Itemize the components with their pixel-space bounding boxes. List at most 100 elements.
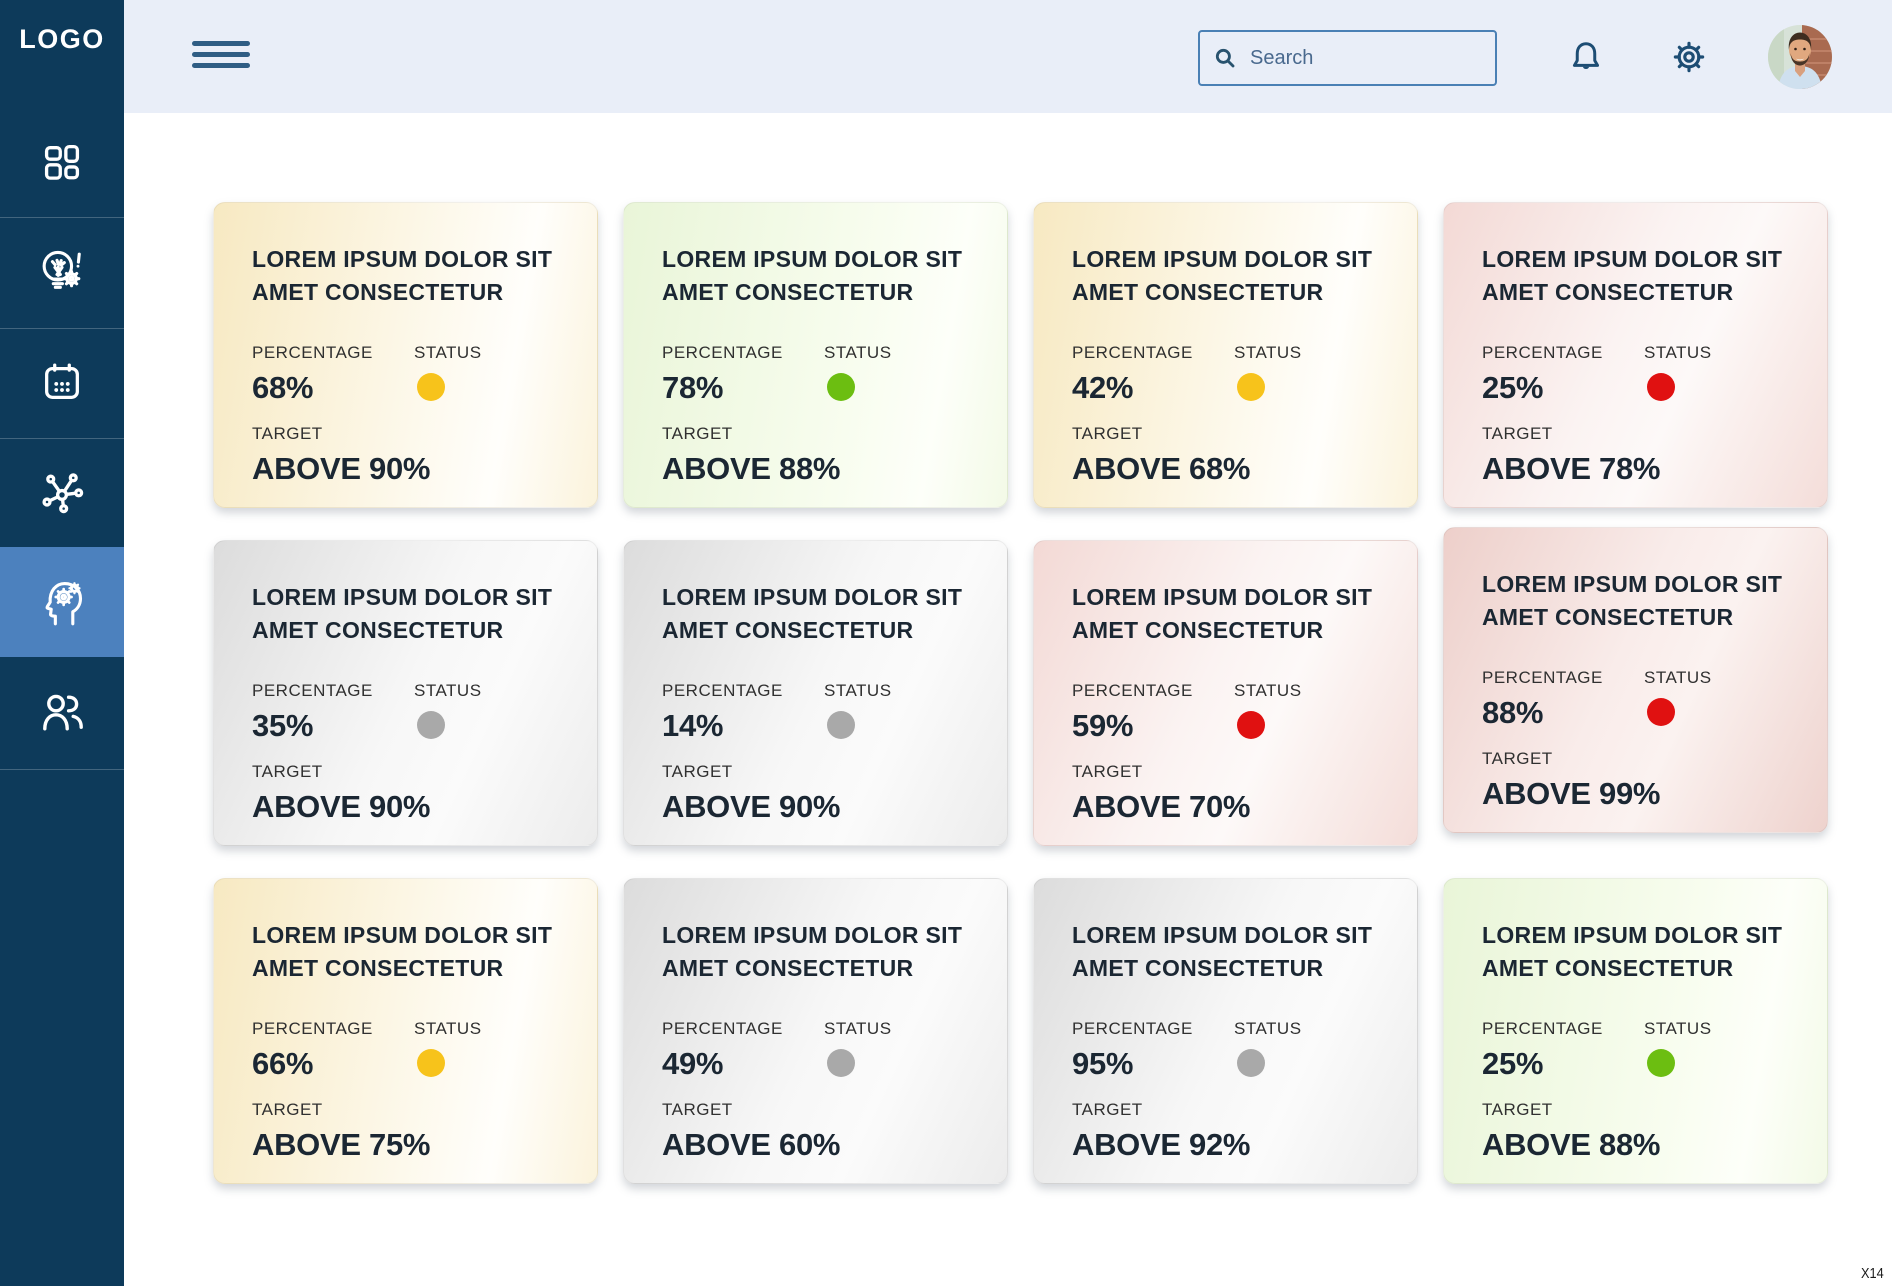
status-dot	[417, 711, 445, 739]
target-value: ABOVE 88%	[662, 451, 841, 486]
card-metrics: PERCENTAGE 68% STATUS	[252, 343, 569, 406]
percentage-label: PERCENTAGE	[662, 343, 783, 362]
cards-grid: LOREM IPSUM DOLOR SIT AMET CONSECTETUR P…	[213, 202, 1828, 1184]
sidebar-divider	[0, 769, 124, 770]
target-label: TARGET	[1072, 424, 1143, 443]
card-target: TARGET ABOVE 60%	[662, 1100, 979, 1163]
target-label: TARGET	[252, 1100, 323, 1119]
dashboard-grid-icon	[44, 144, 80, 180]
card-target: TARGET ABOVE 90%	[662, 762, 979, 825]
status-label: STATUS	[1234, 343, 1302, 362]
percentage-value: 68%	[252, 370, 314, 405]
lightbulb-gear-icon	[42, 250, 81, 289]
target-value: ABOVE 92%	[1072, 1127, 1251, 1162]
card-title: LOREM IPSUM DOLOR SIT AMET CONSECTETUR	[662, 584, 963, 643]
target-value: ABOVE 90%	[252, 451, 431, 486]
kpi-card: LOREM IPSUM DOLOR SIT AMET CONSECTETUR P…	[1033, 540, 1418, 846]
percentage-value: 49%	[662, 1046, 724, 1081]
percentage-label: PERCENTAGE	[1072, 681, 1193, 700]
percentage-value: 25%	[1482, 1046, 1544, 1081]
sidebar-item-dashboard[interactable]	[0, 107, 124, 217]
card-target: TARGET ABOVE 70%	[1072, 762, 1389, 825]
kpi-card: LOREM IPSUM DOLOR SIT AMET CONSECTETUR P…	[1033, 202, 1418, 508]
target-value: ABOVE 78%	[1482, 451, 1661, 486]
status-dot	[1647, 373, 1675, 401]
status-dot	[827, 711, 855, 739]
card-metrics: PERCENTAGE 95% STATUS	[1072, 1019, 1389, 1082]
sidebar-item-mind[interactable]	[0, 547, 124, 657]
bell-icon[interactable]	[1565, 36, 1607, 78]
status-label: STATUS	[414, 681, 482, 700]
percentage-value: 42%	[1072, 370, 1134, 405]
card-metrics: PERCENTAGE 59% STATUS	[1072, 681, 1389, 744]
user-avatar[interactable]	[1768, 25, 1832, 89]
status-dot	[417, 373, 445, 401]
status-label: STATUS	[1644, 343, 1712, 362]
target-value: ABOVE 88%	[1482, 1127, 1661, 1162]
kpi-card: LOREM IPSUM DOLOR SIT AMET CONSECTETUR P…	[213, 878, 598, 1184]
sidebar-item-calendar[interactable]	[0, 327, 124, 437]
sidebar-nav	[0, 107, 124, 767]
percentage-label: PERCENTAGE	[1482, 668, 1603, 687]
card-metrics: PERCENTAGE 35% STATUS	[252, 681, 569, 744]
calendar-icon	[45, 363, 79, 399]
status-label: STATUS	[1234, 681, 1302, 700]
card-metrics: PERCENTAGE 49% STATUS	[662, 1019, 979, 1082]
status-label: STATUS	[824, 343, 892, 362]
kpi-card: LOREM IPSUM DOLOR SIT AMET CONSECTETUR P…	[213, 202, 598, 508]
target-value: ABOVE 70%	[1072, 789, 1251, 824]
percentage-value: 35%	[252, 708, 314, 743]
card-target: TARGET ABOVE 88%	[662, 424, 979, 487]
card-title: LOREM IPSUM DOLOR SIT AMET CONSECTETUR	[252, 584, 553, 643]
card-title: LOREM IPSUM DOLOR SIT AMET CONSECTETUR	[1482, 571, 1783, 630]
status-dot	[417, 1049, 445, 1077]
card-target: TARGET ABOVE 90%	[252, 424, 569, 487]
search-box[interactable]	[1198, 30, 1497, 86]
card-title: LOREM IPSUM DOLOR SIT AMET CONSECTETUR	[252, 922, 553, 981]
target-label: TARGET	[252, 424, 323, 443]
percentage-label: PERCENTAGE	[662, 681, 783, 700]
sidebar-item-users[interactable]	[0, 657, 124, 767]
users-icon	[43, 694, 83, 731]
card-target: TARGET ABOVE 78%	[1482, 424, 1799, 487]
percentage-label: PERCENTAGE	[1482, 343, 1603, 362]
kpi-card: LOREM IPSUM DOLOR SIT AMET CONSECTETUR P…	[623, 540, 1008, 846]
kpi-card: LOREM IPSUM DOLOR SIT AMET CONSECTETUR P…	[623, 878, 1008, 1184]
status-dot	[1647, 698, 1675, 726]
search-input[interactable]	[1248, 45, 1472, 71]
target-label: TARGET	[662, 762, 733, 781]
target-label: TARGET	[1072, 1100, 1143, 1119]
sidebar-divider	[0, 217, 124, 218]
card-title: LOREM IPSUM DOLOR SIT AMET CONSECTETUR	[1072, 922, 1373, 981]
percentage-label: PERCENTAGE	[1072, 1019, 1193, 1038]
percentage-label: PERCENTAGE	[662, 1019, 783, 1038]
kpi-card: LOREM IPSUM DOLOR SIT AMET CONSECTETUR P…	[1443, 202, 1828, 508]
gear-icon[interactable]	[1668, 36, 1710, 78]
target-value: ABOVE 90%	[662, 789, 841, 824]
card-target: TARGET ABOVE 88%	[1482, 1100, 1799, 1163]
status-dot	[827, 1049, 855, 1077]
sidebar-item-network[interactable]	[0, 437, 124, 547]
status-label: STATUS	[824, 1019, 892, 1038]
sidebar-item-ideas[interactable]	[0, 217, 124, 327]
target-label: TARGET	[662, 424, 733, 443]
head-gears-icon	[45, 581, 83, 626]
card-metrics: PERCENTAGE 14% STATUS	[662, 681, 979, 744]
card-metrics: PERCENTAGE 42% STATUS	[1072, 343, 1389, 406]
percentage-value: 25%	[1482, 370, 1544, 405]
status-label: STATUS	[1644, 1019, 1712, 1038]
percentage-label: PERCENTAGE	[252, 343, 373, 362]
percentage-label: PERCENTAGE	[1482, 1019, 1603, 1038]
hamburger-menu-button[interactable]	[192, 41, 250, 69]
target-value: ABOVE 68%	[1072, 451, 1251, 486]
user-avatar-photo	[1768, 25, 1832, 89]
target-label: TARGET	[1482, 424, 1553, 443]
status-dot	[1237, 373, 1265, 401]
status-label: STATUS	[1644, 668, 1712, 687]
status-dot	[1237, 711, 1265, 739]
search-icon	[1215, 48, 1235, 68]
status-label: STATUS	[1234, 1019, 1302, 1038]
card-metrics: PERCENTAGE 78% STATUS	[662, 343, 979, 406]
card-title: LOREM IPSUM DOLOR SIT AMET CONSECTETUR	[662, 922, 963, 981]
footer-note: X14	[1861, 1265, 1884, 1282]
